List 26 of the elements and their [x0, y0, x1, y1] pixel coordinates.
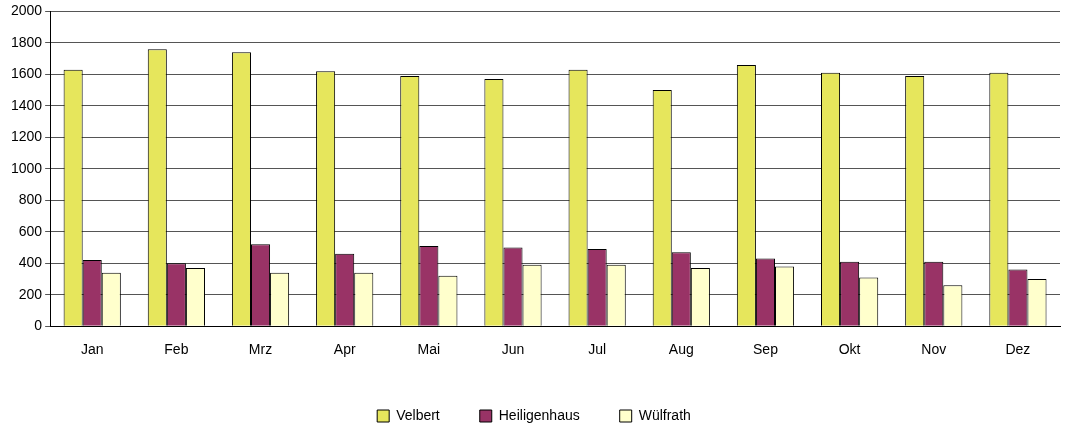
legend-label: Heiligenhaus: [498, 406, 580, 423]
x-tick-label: Jul: [588, 341, 607, 358]
y-tick-label: 2000: [10, 2, 43, 19]
x-tick-label: Jun: [501, 341, 525, 358]
x-tick-label: Sep: [753, 341, 779, 358]
x-tick-label: Jan: [80, 341, 104, 358]
x-tick-label: Feb: [164, 341, 189, 358]
y-tick-label: 1200: [10, 128, 43, 145]
y-tick-label: 400: [18, 254, 43, 271]
x-tick-label: Dez: [1005, 341, 1031, 358]
legend-label: Wülfrath: [638, 406, 691, 423]
x-tick-label: Nov: [921, 341, 947, 358]
y-tick-label: 1000: [10, 159, 43, 176]
y-tick-label: 800: [18, 191, 43, 208]
x-tick-label: Aug: [668, 341, 694, 358]
y-tick-label: 600: [18, 222, 43, 239]
x-tick-label: Mai: [417, 341, 441, 358]
y-tick-label: 1800: [10, 33, 43, 50]
x-tick-label: Okt: [838, 341, 861, 358]
x-tick-label: Mrz: [248, 341, 273, 358]
y-tick-label: 0: [34, 317, 43, 334]
x-tick-label: Apr: [333, 341, 356, 358]
y-tick-label: 200: [18, 285, 43, 302]
y-tick-label: 1600: [10, 65, 43, 82]
y-tick-label: 1400: [10, 96, 43, 113]
legend-label: Velbert: [396, 406, 440, 423]
